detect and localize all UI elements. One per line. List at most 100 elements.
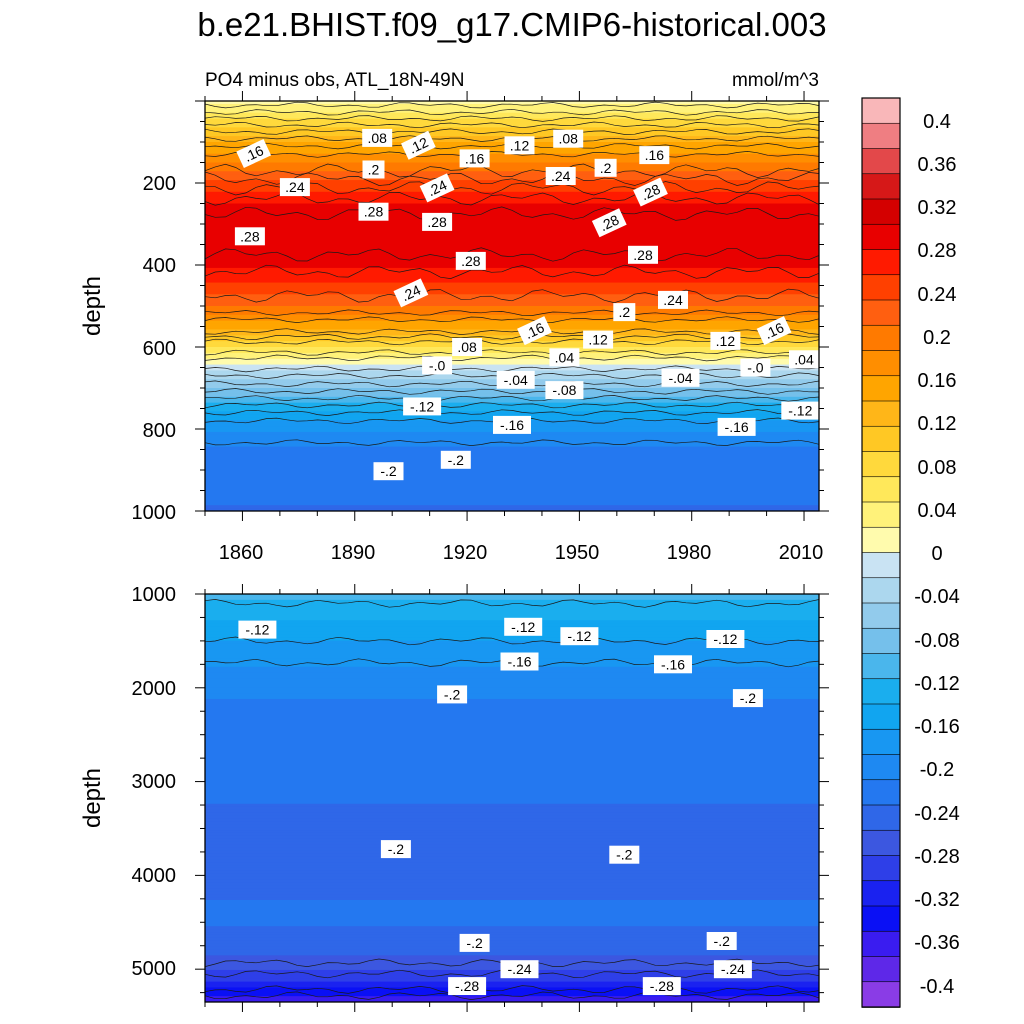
bottom-band (205, 830, 819, 834)
bottom-band (205, 949, 819, 954)
bottom-band (205, 643, 819, 648)
top-band (205, 496, 819, 500)
top-contour-label-bg (661, 368, 700, 387)
top-contour-label: .28 (633, 177, 668, 207)
bottom-band (205, 637, 819, 642)
top-band (205, 294, 819, 298)
colorbar-swatch (861, 350, 901, 377)
top-contour-label-bg (658, 290, 688, 309)
top-band (205, 183, 819, 187)
top-band (205, 194, 819, 199)
top-contour-label-text: .24 (551, 168, 571, 184)
top-band (205, 455, 819, 459)
top-contour-labels: .08 .12 .12 .08 .16 .16 .16 .2 .2 .24 .24 .24 .28 .28… (234, 128, 820, 481)
colorbar-swatch (861, 956, 901, 983)
bottom-contour-label-bg (654, 655, 692, 674)
colorbar-swatch (861, 173, 901, 200)
top-contour-label-bg (362, 160, 385, 179)
top-band (205, 262, 819, 266)
top-contour-line (205, 316, 819, 323)
bottom-contour-label: -.12 (560, 627, 599, 646)
top-band (205, 218, 819, 222)
bottom-band (205, 999, 819, 1002)
top-contour-label-bg (362, 128, 393, 147)
top-band (205, 267, 819, 272)
bottom-band (205, 923, 819, 927)
top-contour-label: .28 (628, 245, 658, 264)
colorbar-swatch (861, 930, 901, 958)
top-contour-label: .28 (358, 202, 389, 221)
top-contour-label-bg (493, 415, 531, 434)
top-band (205, 238, 819, 243)
bottom-band (205, 669, 819, 674)
top-contour-label: .24 (658, 290, 688, 309)
top-band (205, 180, 819, 184)
colorbar-swatch (861, 223, 901, 251)
top-contour-label-text: .08 (367, 130, 387, 146)
bottom-contour-label-text: -.2 (388, 841, 405, 857)
top-contour-label-bg (628, 245, 658, 264)
bottom-contour-label-text: -.12 (245, 622, 269, 638)
top-contour-label-text: -.04 (668, 370, 692, 386)
bottom-contour-label: -.16 (654, 655, 692, 674)
top-band (205, 388, 819, 392)
top-contour-label-bg (545, 381, 584, 400)
x-tick-1920: 1920 (443, 542, 488, 564)
top-band (205, 364, 819, 369)
top-contour-label-bg (419, 173, 455, 203)
bottom-y-tick-4000: 4000 (132, 865, 177, 887)
top-contour-line (205, 349, 819, 356)
bottom-band (205, 789, 819, 793)
top-contour-label: .28 (422, 212, 453, 231)
bottom-contour-label-bg (732, 689, 763, 708)
top-band (205, 478, 819, 483)
top-band (205, 405, 819, 410)
top-contour-label-text: .12 (406, 134, 431, 157)
colorbar-swatch (861, 552, 901, 579)
bottom-contour-label: -.12 (238, 620, 277, 639)
colorbar-swatch (861, 148, 901, 175)
bottom-band (205, 678, 819, 683)
top-contour-line (205, 309, 819, 317)
bottom-band (205, 958, 819, 962)
bottom-band (205, 736, 819, 741)
bottom-band (205, 984, 819, 989)
top-contour-label: -.16 (717, 417, 756, 436)
top-band (205, 109, 819, 114)
bottom-contour-label-bg (238, 620, 277, 639)
bottom-contour-label-bg (706, 932, 737, 950)
bottom-band (205, 809, 819, 814)
top-band (205, 121, 819, 126)
top-band (205, 165, 819, 169)
top-contour-label: -.0 (740, 358, 771, 377)
bottom-contour-label: -.28 (642, 977, 681, 996)
top-contour-line (205, 206, 819, 221)
top-contour-label-text: .04 (555, 349, 575, 365)
top-contour-label: .2 (613, 303, 636, 322)
top-y-tick-600: 600 (143, 338, 176, 360)
top-contour-label: .24 (279, 178, 310, 197)
bottom-band (205, 917, 819, 921)
bottom-contour-label-text: -.2 (466, 935, 483, 951)
top-contour-label-text: .28 (597, 211, 622, 234)
bottom-contour-labels: -.12 -.12 -.12 -.12 -.16 -.16 -.2 -.2 -.2 -.2 -.2 -… (238, 617, 763, 996)
top-contour-line (205, 191, 819, 206)
top-contour-label: .04 (789, 350, 819, 369)
bottom-band (205, 599, 819, 604)
colorbar-swatch (861, 754, 901, 781)
bottom-contour-label-text: -.24 (507, 961, 531, 977)
colorbar-label-neg0.04: -0.04 (914, 586, 960, 608)
top-contour-label-text: .24 (285, 179, 305, 195)
top-contour-line (205, 394, 819, 402)
x-tick-1860: 1860 (219, 542, 264, 564)
top-contour-label-text: .08 (558, 131, 578, 147)
top-band (205, 349, 819, 354)
bottom-band (205, 902, 819, 907)
top-contour-fill (205, 101, 819, 511)
bottom-band (205, 865, 819, 869)
top-contour-label-bg (710, 331, 741, 350)
top-contour-label-bg (717, 417, 756, 436)
bottom-contour-label-bg (437, 685, 468, 704)
bottom-band (205, 716, 819, 720)
bottom-contour-label-text: -.2 (616, 847, 633, 863)
